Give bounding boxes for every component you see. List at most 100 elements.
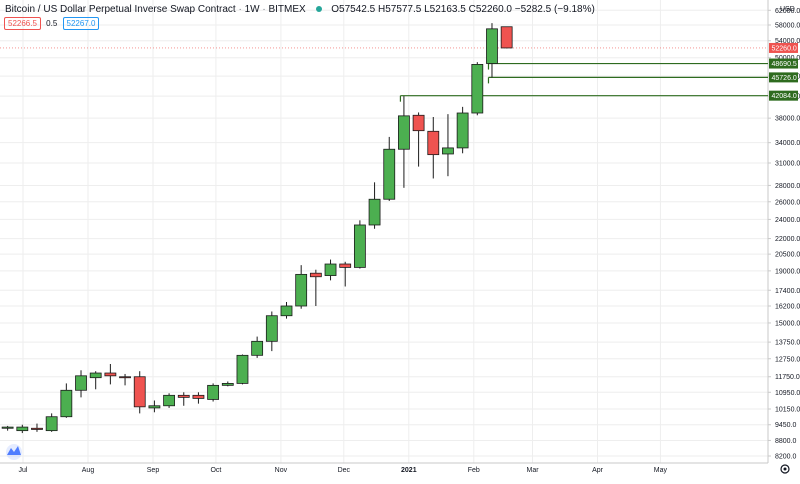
candle-body (398, 115, 410, 150)
candle[interactable] (486, 23, 498, 78)
price-tag-box (769, 72, 798, 83)
candle[interactable] (500, 26, 513, 49)
interval-label[interactable]: 1W (244, 4, 260, 15)
candle-body (163, 394, 175, 407)
candle[interactable] (177, 392, 190, 406)
price-tag: 48690.5 (769, 58, 798, 69)
candle[interactable] (221, 381, 234, 387)
tradingview-logo-icon[interactable] (6, 444, 22, 460)
candle-body (207, 384, 220, 400)
candle-body (265, 315, 278, 342)
price-tag: 52260.0 (769, 42, 798, 53)
candle[interactable] (324, 259, 337, 281)
y-tick-label: 54000.0 (775, 38, 800, 45)
candle-body (89, 372, 102, 379)
candle[interactable] (1, 425, 14, 431)
y-tick-label: 10150.0 (775, 406, 800, 413)
candle-body (119, 376, 131, 379)
candles[interactable] (1, 23, 513, 434)
price-tag-box (769, 90, 798, 101)
candle-body (442, 147, 454, 155)
price-tags: 52260.0 48690.5 45726.0 42084.0 (769, 42, 798, 101)
x-tick-label: 2021 (401, 467, 417, 474)
ask-button[interactable]: 52267.0 (62, 17, 100, 30)
candle[interactable] (89, 371, 102, 390)
x-tick-label: Aug (82, 467, 95, 474)
horizontal-lines (0, 47, 768, 102)
candle[interactable] (104, 364, 117, 385)
chart-header: Bitcoin / US Dollar Perpetual Inverse Sw… (5, 4, 595, 15)
candle[interactable] (45, 413, 58, 432)
candle-body (75, 375, 87, 391)
candle-body (192, 394, 205, 399)
candle[interactable] (207, 383, 220, 402)
candle[interactable] (60, 383, 73, 418)
candle-body (148, 405, 161, 409)
x-tick-label: Dec (338, 467, 351, 474)
candle[interactable] (192, 392, 205, 404)
candle[interactable] (309, 269, 322, 306)
candle[interactable] (427, 117, 440, 179)
spread-value: 0.5 (46, 19, 58, 28)
x-tick-label: May (654, 467, 668, 474)
y-tick-label: 34000.0 (775, 140, 800, 147)
x-tick-label: Feb (468, 467, 480, 474)
candle[interactable] (368, 182, 381, 229)
candle[interactable] (280, 301, 293, 319)
candle-body (280, 305, 293, 317)
settings-gear-icon[interactable] (780, 464, 790, 474)
candle-body (60, 389, 73, 418)
y-tick-label: 15000.0 (775, 320, 800, 327)
candle[interactable] (353, 220, 366, 269)
symbol-title[interactable]: Bitcoin / US Dollar Perpetual Inverse Sw… (5, 4, 236, 15)
candle[interactable] (133, 371, 146, 414)
candle[interactable] (265, 311, 278, 352)
y-tick-label: 19000.0 (775, 268, 800, 275)
candle[interactable] (16, 424, 29, 434)
candle[interactable] (251, 336, 264, 358)
candle[interactable] (119, 373, 131, 386)
candle[interactable] (398, 96, 410, 188)
candle-body (133, 376, 146, 408)
candle[interactable] (383, 136, 396, 201)
candle[interactable] (295, 265, 308, 309)
candle[interactable] (75, 370, 87, 398)
y-tick-label: 62000.0 (775, 8, 800, 15)
y-tick-label: 24000.0 (775, 217, 800, 224)
price-tag-label: 48690.5 (772, 61, 797, 68)
candle[interactable] (442, 114, 454, 177)
y-tick-label: 26000.0 (775, 199, 800, 206)
candle[interactable] (148, 400, 161, 413)
y-tick-label: 58000.0 (775, 23, 800, 30)
candle[interactable] (163, 393, 175, 408)
candle[interactable] (31, 423, 43, 432)
y-tick-label: 9450.0 (775, 422, 797, 429)
candle[interactable] (456, 106, 469, 154)
y-tick-label: 10950.0 (775, 390, 800, 397)
candle-body (486, 28, 498, 64)
change-value: −5282.5 (−9.18%) (514, 4, 595, 15)
y-tick-label: 17400.0 (775, 288, 800, 295)
candle[interactable] (471, 62, 484, 116)
x-axis-labels: Jul Aug Sep Oct Nov Dec 2021 Feb Mar Apr May (19, 467, 668, 474)
price-tag-box (769, 58, 798, 69)
candle-body (383, 148, 396, 200)
price-tag: 42084.0 (769, 90, 798, 101)
candle-body (295, 273, 308, 307)
candle-body (368, 198, 381, 226)
candle-body (456, 112, 469, 149)
candle-body (427, 130, 440, 156)
x-tick-label: Apr (592, 467, 604, 474)
candle[interactable] (236, 354, 249, 385)
candle[interactable] (412, 112, 425, 167)
price-tag-label: 52260.0 (772, 45, 797, 52)
grid (0, 0, 768, 463)
candle-body (309, 272, 322, 278)
candle[interactable] (339, 261, 352, 287)
bid-button[interactable]: 52266.5 (4, 17, 41, 30)
y-tick-label: 16200.0 (775, 303, 800, 310)
exchange-label: BITMEX (268, 4, 306, 15)
currency-label: USD (780, 6, 795, 13)
